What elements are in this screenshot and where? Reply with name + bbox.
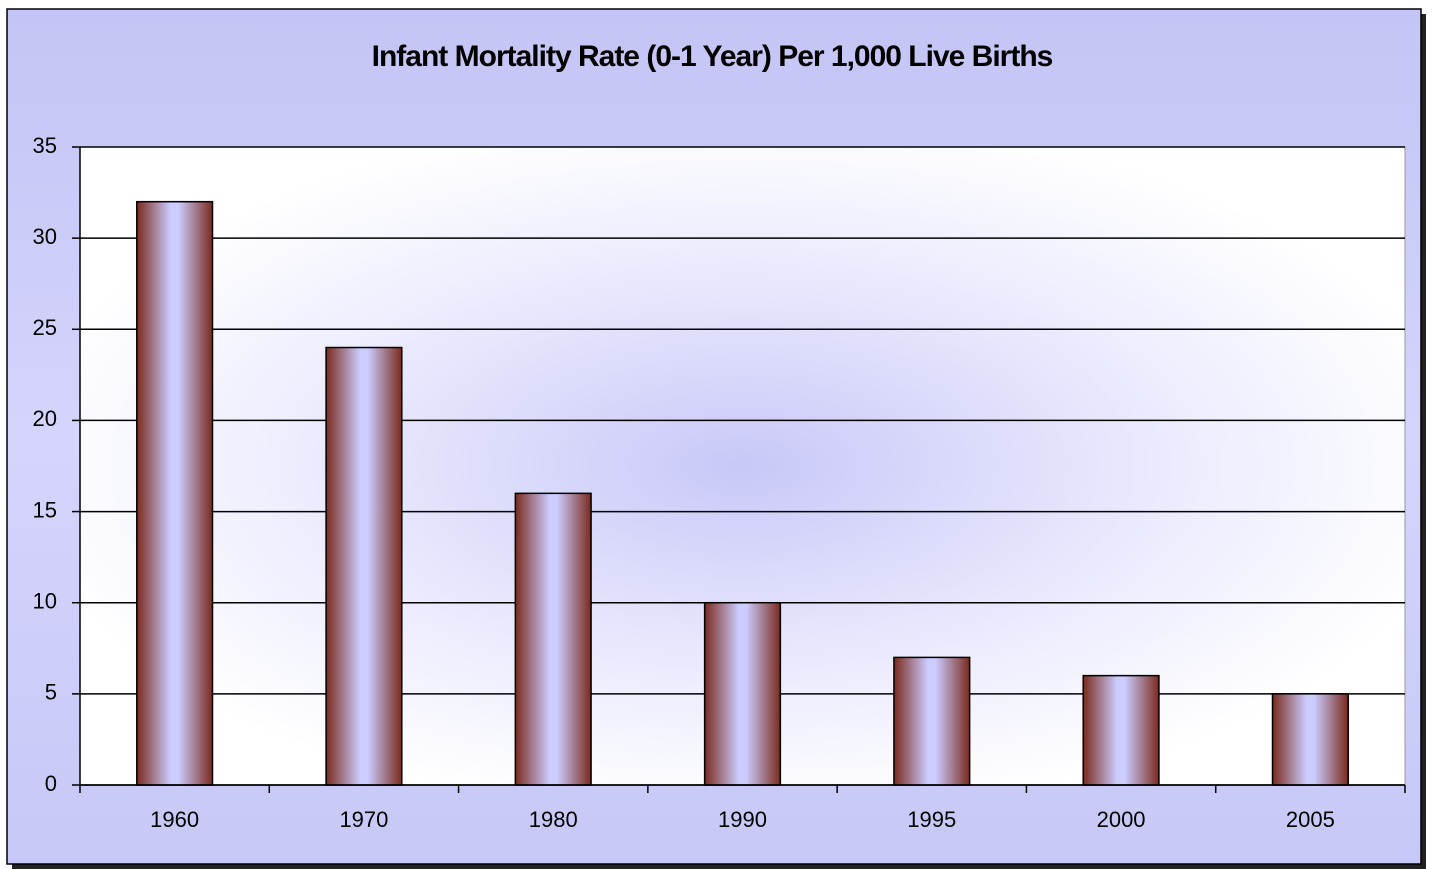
y-tick-label: 5	[45, 680, 57, 705]
bar	[893, 656, 971, 786]
y-tick-label: 35	[33, 133, 57, 158]
y-tick-label: 0	[45, 771, 57, 796]
bar	[1271, 693, 1349, 786]
x-tick-label: 2005	[1286, 807, 1335, 832]
y-tick-label: 10	[33, 589, 57, 614]
x-tick-label: 1995	[907, 807, 956, 832]
x-tick-label: 1980	[529, 807, 578, 832]
bar	[325, 346, 403, 786]
bar	[514, 492, 592, 786]
bar	[1082, 674, 1160, 786]
x-tick-label: 2000	[1097, 807, 1146, 832]
chart-title: Infant Mortality Rate (0-1 Year) Per 1,0…	[372, 40, 1053, 73]
bar	[136, 200, 214, 786]
x-tick-label: 1990	[718, 807, 767, 832]
y-tick-label: 20	[33, 406, 57, 431]
y-tick-label: 15	[33, 497, 57, 522]
x-tick-label: 1960	[150, 807, 199, 832]
y-tick-label: 25	[33, 315, 57, 340]
x-tick-label: 1970	[339, 807, 388, 832]
y-tick-label: 30	[33, 224, 57, 249]
bar	[703, 601, 782, 786]
